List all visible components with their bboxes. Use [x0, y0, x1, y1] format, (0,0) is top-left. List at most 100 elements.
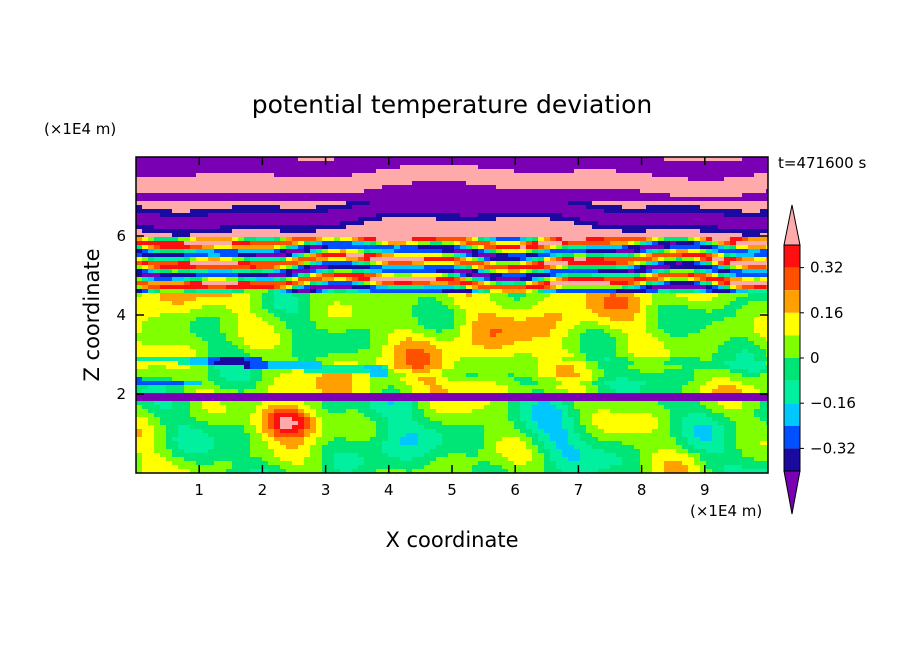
contour-cell: [322, 405, 371, 410]
contour-cell: [262, 317, 281, 322]
contour-cell: [748, 301, 768, 306]
contour-cell: [490, 241, 497, 246]
contour-cell: [142, 433, 155, 438]
contour-cell: [556, 373, 581, 378]
contour-cell: [574, 221, 599, 226]
contour-cell: [196, 389, 215, 394]
contour-cell: [262, 297, 275, 302]
contour-cell: [730, 265, 737, 270]
contour-cell: [592, 377, 599, 382]
contour-cell: [250, 345, 275, 350]
contour-cell: [280, 245, 287, 250]
contour-cell: [406, 373, 443, 378]
contour-cell: [316, 269, 323, 274]
contour-cell: [256, 409, 263, 414]
contour-cell: [526, 237, 533, 242]
contour-cell: [334, 157, 665, 162]
contour-cell: [274, 265, 281, 270]
contour-cell: [196, 273, 239, 278]
contour-cell: [514, 373, 539, 378]
contour-cell: [664, 469, 689, 473]
contour-cell: [532, 417, 563, 422]
contour-cell: [478, 461, 491, 466]
contour-cell: [604, 257, 653, 262]
contour-cell: [496, 333, 551, 338]
contour-cell: [310, 313, 329, 318]
contour-cell: [664, 461, 683, 466]
contour-cell: [712, 437, 725, 442]
contour-cell: [226, 469, 251, 473]
contour-cell: [472, 249, 479, 254]
contour-cell: [136, 397, 768, 402]
contour-cell: [418, 245, 455, 250]
contour-cell: [496, 185, 768, 190]
contour-cell: [304, 369, 371, 374]
contour-cell: [172, 461, 197, 466]
contour-cell: [370, 333, 389, 338]
contour-cell: [382, 353, 395, 358]
contour-cell: [400, 341, 431, 346]
contour-cell: [316, 261, 323, 266]
contour-cell: [160, 293, 233, 298]
contour-cell: [322, 253, 347, 258]
contour-cell: [724, 469, 768, 473]
contour-cell: [460, 213, 479, 218]
contour-cell: [688, 413, 707, 418]
contour-cell: [580, 341, 617, 346]
contour-cell: [136, 365, 149, 370]
contour-cell: [496, 245, 521, 250]
contour-cell: [520, 297, 545, 302]
contour-cell: [394, 353, 407, 358]
contour-cell: [682, 433, 695, 438]
contour-cell: [712, 389, 743, 394]
contour-cell: [304, 429, 317, 434]
contour-cell: [346, 249, 359, 254]
contour-cell: [508, 413, 521, 418]
colorbar-segment: [784, 448, 800, 471]
contour-cell: [472, 409, 509, 414]
contour-cell: [310, 405, 323, 410]
contour-cell: [262, 437, 275, 442]
contour-cell: [304, 433, 311, 438]
contour-cell: [454, 321, 467, 326]
contour-cell: [448, 305, 461, 310]
contour-cell: [478, 245, 485, 250]
contour-cell: [184, 241, 233, 246]
contour-cell: [196, 333, 227, 338]
contour-cell: [208, 373, 221, 378]
contour-cell: [466, 293, 473, 298]
contour-cell: [706, 241, 713, 246]
contour-cell: [190, 277, 203, 282]
contour-cell: [478, 281, 485, 286]
contour-cell: [682, 389, 701, 394]
contour-cell: [472, 237, 479, 242]
contour-cell: [550, 249, 587, 254]
contour-cell: [472, 285, 479, 290]
contour-cell: [250, 369, 263, 374]
contour-cell: [592, 417, 659, 422]
contour-cell: [682, 385, 701, 390]
contour-cell: [532, 277, 539, 282]
contour-cell: [544, 237, 551, 242]
contour-cell: [238, 313, 257, 318]
contour-cell: [352, 261, 359, 266]
contour-cell: [568, 277, 605, 282]
contour-cell: [640, 461, 653, 466]
contour-cell: [640, 309, 647, 314]
contour-cell: [196, 297, 251, 302]
contour-cell: [214, 445, 251, 450]
contour-cell: [634, 261, 641, 266]
contour-cell: [496, 253, 509, 258]
contour-cell: [508, 417, 521, 422]
contour-cell: [556, 257, 563, 262]
contour-cell: [466, 265, 473, 270]
contour-cell: [700, 205, 768, 210]
contour-cell: [670, 357, 701, 362]
contour-cell: [376, 421, 389, 426]
contour-cell: [154, 269, 161, 274]
contour-cell: [472, 281, 479, 286]
contour-cell: [676, 261, 683, 266]
contour-cell: [724, 261, 731, 266]
contour-cell: [190, 361, 209, 366]
contour-cell: [532, 405, 557, 410]
